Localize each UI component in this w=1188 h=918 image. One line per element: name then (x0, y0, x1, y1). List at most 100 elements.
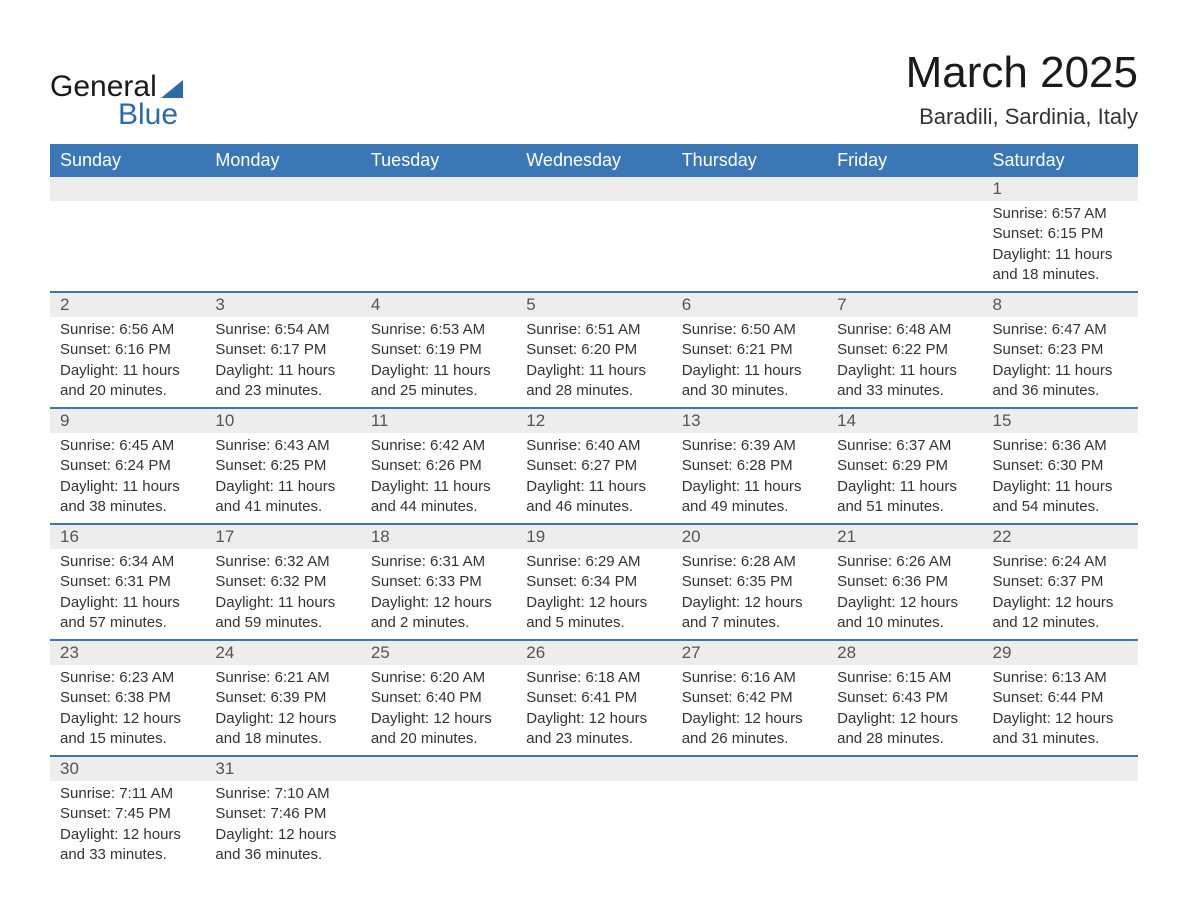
day-detail-cell: Sunrise: 7:10 AMSunset: 7:46 PMDaylight:… (205, 781, 360, 871)
week-daynum-row: 1 (50, 177, 1138, 201)
daylight-line1: Daylight: 11 hours (215, 361, 350, 381)
sunset-text: Sunset: 6:22 PM (837, 340, 972, 360)
daylight-line1: Daylight: 12 hours (526, 593, 661, 613)
title-block: March 2025 Baradili, Sardinia, Italy (906, 48, 1138, 130)
sunrise-text: Sunrise: 6:13 AM (993, 668, 1128, 688)
sunrise-text: Sunrise: 6:42 AM (371, 436, 506, 456)
daylight-line2: and 18 minutes. (993, 265, 1128, 285)
day-number-cell: 2 (50, 292, 205, 317)
day-number-cell: 15 (983, 408, 1138, 433)
sunrise-text: Sunrise: 6:50 AM (682, 320, 817, 340)
daylight-line2: and 7 minutes. (682, 613, 817, 633)
week-daynum-row: 2345678 (50, 292, 1138, 317)
day-number-cell: 23 (50, 640, 205, 665)
sunrise-text: Sunrise: 6:40 AM (526, 436, 661, 456)
daylight-line1: Daylight: 11 hours (682, 361, 817, 381)
day-detail-cell (827, 201, 982, 292)
day-detail-cell: Sunrise: 6:16 AMSunset: 6:42 PMDaylight:… (672, 665, 827, 756)
page-header: General Blue March 2025 Baradili, Sardin… (50, 48, 1138, 132)
sunrise-text: Sunrise: 6:54 AM (215, 320, 350, 340)
daylight-line1: Daylight: 11 hours (371, 477, 506, 497)
day-detail-cell (50, 201, 205, 292)
week-daynum-row: 16171819202122 (50, 524, 1138, 549)
sunrise-text: Sunrise: 7:10 AM (215, 784, 350, 804)
day-number-cell (672, 177, 827, 201)
daylight-line2: and 44 minutes. (371, 497, 506, 517)
daylight-line1: Daylight: 12 hours (371, 593, 506, 613)
sunrise-text: Sunrise: 6:56 AM (60, 320, 195, 340)
sunrise-text: Sunrise: 6:45 AM (60, 436, 195, 456)
daylight-line1: Daylight: 12 hours (993, 709, 1128, 729)
day-number-cell: 19 (516, 524, 671, 549)
daylight-line2: and 25 minutes. (371, 381, 506, 401)
sunrise-text: Sunrise: 6:15 AM (837, 668, 972, 688)
day-detail-cell: Sunrise: 6:36 AMSunset: 6:30 PMDaylight:… (983, 433, 1138, 524)
day-number-cell: 21 (827, 524, 982, 549)
sunset-text: Sunset: 6:30 PM (993, 456, 1128, 476)
daylight-line2: and 26 minutes. (682, 729, 817, 749)
day-number-cell (516, 177, 671, 201)
day-number-cell (205, 177, 360, 201)
daylight-line1: Daylight: 11 hours (993, 361, 1128, 381)
day-of-week-header: Friday (827, 144, 982, 177)
daylight-line1: Daylight: 11 hours (60, 361, 195, 381)
sunrise-text: Sunrise: 6:43 AM (215, 436, 350, 456)
day-number-cell: 30 (50, 756, 205, 781)
month-year-title: March 2025 (906, 48, 1138, 98)
sunset-text: Sunset: 6:36 PM (837, 572, 972, 592)
sunrise-text: Sunrise: 6:26 AM (837, 552, 972, 572)
sunrise-text: Sunrise: 6:57 AM (993, 204, 1128, 224)
day-detail-cell: Sunrise: 6:28 AMSunset: 6:35 PMDaylight:… (672, 549, 827, 640)
daylight-line1: Daylight: 12 hours (682, 593, 817, 613)
day-number-cell: 8 (983, 292, 1138, 317)
daylight-line1: Daylight: 11 hours (215, 593, 350, 613)
daylight-line1: Daylight: 11 hours (526, 361, 661, 381)
day-number-cell: 16 (50, 524, 205, 549)
day-number-cell: 1 (983, 177, 1138, 201)
day-number-cell: 10 (205, 408, 360, 433)
sunrise-text: Sunrise: 6:31 AM (371, 552, 506, 572)
daylight-line2: and 38 minutes. (60, 497, 195, 517)
day-detail-cell: Sunrise: 6:43 AMSunset: 6:25 PMDaylight:… (205, 433, 360, 524)
day-number-cell: 22 (983, 524, 1138, 549)
daylight-line1: Daylight: 11 hours (60, 593, 195, 613)
daylight-line1: Daylight: 12 hours (837, 593, 972, 613)
day-detail-cell (516, 201, 671, 292)
sunset-text: Sunset: 6:38 PM (60, 688, 195, 708)
day-number-cell: 17 (205, 524, 360, 549)
daylight-line2: and 28 minutes. (526, 381, 661, 401)
day-detail-cell: Sunrise: 6:32 AMSunset: 6:32 PMDaylight:… (205, 549, 360, 640)
daylight-line1: Daylight: 11 hours (371, 361, 506, 381)
sunset-text: Sunset: 6:19 PM (371, 340, 506, 360)
sunset-text: Sunset: 6:39 PM (215, 688, 350, 708)
day-number-cell: 7 (827, 292, 982, 317)
daylight-line2: and 31 minutes. (993, 729, 1128, 749)
week-detail-row: Sunrise: 6:57 AMSunset: 6:15 PMDaylight:… (50, 201, 1138, 292)
daylight-line1: Daylight: 11 hours (682, 477, 817, 497)
daylight-line2: and 5 minutes. (526, 613, 661, 633)
sunrise-text: Sunrise: 6:32 AM (215, 552, 350, 572)
sunrise-text: Sunrise: 6:20 AM (371, 668, 506, 688)
sunrise-text: Sunrise: 6:48 AM (837, 320, 972, 340)
day-detail-cell: Sunrise: 6:51 AMSunset: 6:20 PMDaylight:… (516, 317, 671, 408)
calendar-header-row: SundayMondayTuesdayWednesdayThursdayFrid… (50, 144, 1138, 177)
day-number-cell: 9 (50, 408, 205, 433)
day-detail-cell: Sunrise: 6:31 AMSunset: 6:33 PMDaylight:… (361, 549, 516, 640)
sunset-text: Sunset: 6:23 PM (993, 340, 1128, 360)
day-detail-cell (827, 781, 982, 871)
day-of-week-header: Tuesday (361, 144, 516, 177)
day-detail-cell: Sunrise: 6:18 AMSunset: 6:41 PMDaylight:… (516, 665, 671, 756)
day-number-cell (361, 177, 516, 201)
sunset-text: Sunset: 6:20 PM (526, 340, 661, 360)
daylight-line1: Daylight: 12 hours (526, 709, 661, 729)
day-number-cell: 6 (672, 292, 827, 317)
day-detail-cell: Sunrise: 6:47 AMSunset: 6:23 PMDaylight:… (983, 317, 1138, 408)
sunset-text: Sunset: 6:34 PM (526, 572, 661, 592)
daylight-line2: and 15 minutes. (60, 729, 195, 749)
sunset-text: Sunset: 6:31 PM (60, 572, 195, 592)
day-detail-cell (516, 781, 671, 871)
day-detail-cell: Sunrise: 6:39 AMSunset: 6:28 PMDaylight:… (672, 433, 827, 524)
day-detail-cell: Sunrise: 6:13 AMSunset: 6:44 PMDaylight:… (983, 665, 1138, 756)
day-of-week-header: Monday (205, 144, 360, 177)
daylight-line1: Daylight: 12 hours (60, 709, 195, 729)
